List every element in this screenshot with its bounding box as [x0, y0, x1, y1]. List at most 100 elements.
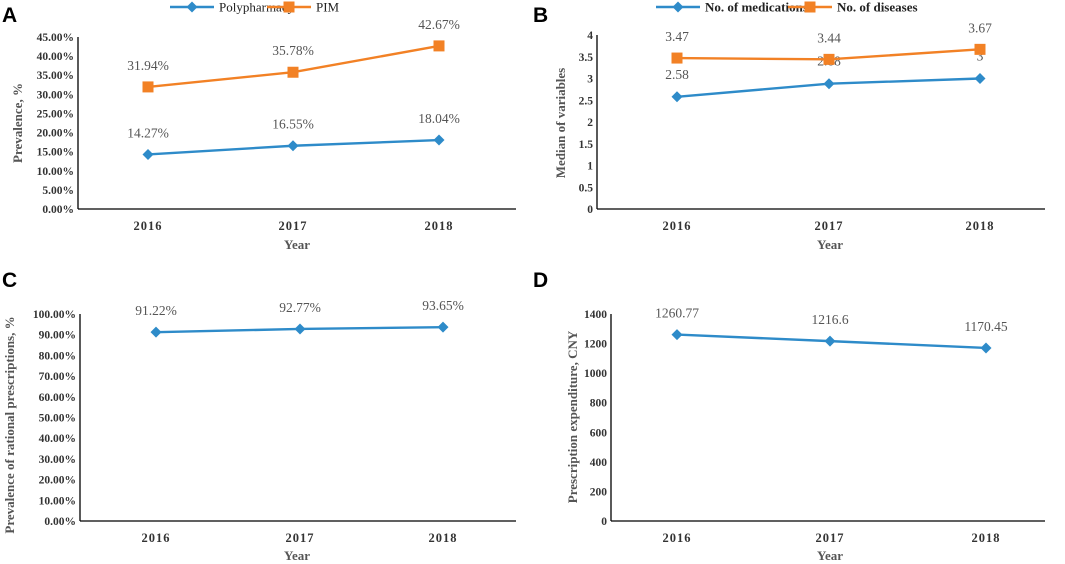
panel-b-legend: No. of medications No. of diseases — [656, 0, 918, 15]
data-label: 93.65% — [422, 298, 464, 313]
y-tick-label: 1 — [587, 161, 593, 173]
data-label: 1260.77 — [655, 306, 699, 321]
legend-label: PIM — [316, 0, 340, 15]
y-tick-label: 0.5 — [579, 182, 594, 194]
panel-c-letter: C — [2, 269, 17, 292]
y-tick-label: 20.00% — [39, 475, 76, 487]
y-tick-label: 15.00% — [37, 147, 74, 159]
data-label: 92.77% — [279, 300, 321, 315]
x-tick-label: 2018 — [972, 531, 1001, 545]
y-tick-label: 30.00% — [39, 454, 76, 466]
y-tick-label: 80.00% — [39, 350, 76, 362]
x-tick-label: 2016 — [663, 219, 692, 233]
legend-marker — [804, 1, 816, 13]
y-tick-label: 10.00% — [37, 166, 74, 178]
y-tick-label: 5.00% — [42, 185, 74, 197]
y-tick-label: 0.00% — [44, 516, 76, 528]
panel-b: B No. of medications No. of diseases 0 0.5… — [533, 0, 1045, 252]
data-point — [823, 78, 835, 90]
data-point — [671, 329, 683, 341]
data-label: 18.04% — [418, 111, 460, 126]
data-label: 1216.6 — [811, 312, 848, 327]
y-tick-label: 600 — [590, 427, 608, 439]
data-label: 3.44 — [817, 30, 841, 45]
x-tick-label: 2018 — [429, 531, 458, 545]
panel-c-y-axis-title: Prevalence of rational prescriptions, % — [2, 316, 17, 533]
legend-label: No. of diseases — [837, 0, 918, 15]
data-point — [671, 91, 683, 103]
panel-a-letter: A — [2, 4, 17, 27]
y-tick-label: 4 — [587, 30, 593, 42]
x-tick-label: 2016 — [142, 531, 171, 545]
panel-d-letter: D — [533, 269, 548, 292]
y-tick-label: 2 — [587, 117, 593, 129]
y-tick-label: 100.00% — [33, 309, 76, 321]
data-point — [294, 323, 306, 335]
legend-marker — [283, 1, 295, 13]
x-tick-label: 2017 — [815, 219, 844, 233]
y-tick-label: 1000 — [584, 368, 607, 380]
data-label: 91.22% — [135, 303, 177, 318]
legend-marker — [672, 1, 684, 13]
y-tick-label: 400 — [590, 457, 608, 469]
y-tick-label: 40.00% — [39, 433, 76, 445]
data-label: 42.67% — [418, 17, 460, 32]
y-tick-label: 2.5 — [579, 95, 594, 107]
data-point — [142, 148, 154, 160]
data-point — [824, 335, 836, 347]
data-point — [823, 53, 835, 65]
panel-b-plot: 00.511.522.533.542016201720182.582.8833.… — [579, 20, 1045, 233]
y-tick-label: 0 — [587, 204, 593, 216]
y-tick-label: 0.00% — [42, 204, 74, 216]
legend-marker — [186, 1, 198, 13]
panel-a-legend: Polypharmacy PIM — [170, 0, 340, 15]
y-tick-label: 40.00% — [37, 51, 74, 63]
y-tick-label: 30.00% — [37, 89, 74, 101]
y-tick-label: 50.00% — [39, 413, 76, 425]
data-label: 2.58 — [665, 67, 689, 82]
y-tick-label: 70.00% — [39, 371, 76, 383]
data-label: 3.67 — [968, 20, 992, 35]
y-tick-label: 3 — [587, 74, 593, 86]
x-tick-label: 2017 — [279, 219, 308, 233]
y-tick-label: 45.00% — [37, 32, 74, 44]
y-tick-label: 10.00% — [39, 495, 76, 507]
panel-b-x-axis-title: Year — [817, 237, 843, 252]
x-tick-label: 2018 — [966, 219, 995, 233]
panel-d-x-axis-title: Year — [817, 548, 843, 563]
panel-b-y-axis-title: Median of variables — [553, 68, 568, 179]
x-tick-label: 2017 — [286, 531, 315, 545]
data-point — [980, 342, 992, 354]
data-label: 16.55% — [272, 117, 314, 132]
panel-a: A Polypharmacy PIM 0.00% 5.00% 10.00% 15.00%… — [2, 0, 516, 252]
data-point — [974, 73, 986, 84]
y-tick-label: 90.00% — [39, 330, 76, 342]
data-point — [437, 321, 449, 333]
data-point — [433, 134, 445, 146]
panel-c-plot: 0.00% 10.00% 20.00% 30.00% 40.00% 50.00% 60.00… — [33, 298, 516, 545]
data-point — [974, 43, 986, 55]
data-label: 14.27% — [127, 125, 169, 140]
y-tick-label: 3.5 — [579, 52, 594, 64]
y-tick-label: 0 — [601, 516, 607, 528]
panel-d: D 0 200 400 600 800 1000 1200 1400 2016 2017 2018 1… — [533, 269, 1045, 563]
x-tick-label: 2018 — [425, 219, 454, 233]
y-tick-label: 1.5 — [579, 139, 594, 151]
x-tick-label: 2017 — [816, 531, 845, 545]
data-point — [150, 326, 162, 338]
y-tick-label: 25.00% — [37, 108, 74, 120]
data-label: 35.78% — [272, 43, 314, 58]
x-tick-label: 2016 — [663, 531, 692, 545]
panel-a-y-axis-title: Prevalence, % — [10, 83, 25, 163]
panel-c: C 0.00% 10.00% 20.00% 30.00% 40.00% 50.00% 60.… — [2, 269, 516, 563]
data-label: 3.47 — [665, 29, 689, 44]
y-tick-label: 1200 — [584, 339, 607, 351]
y-tick-label: 800 — [590, 398, 608, 410]
panel-b-letter: B — [533, 4, 548, 27]
y-tick-label: 60.00% — [39, 392, 76, 404]
x-tick-label: 2016 — [134, 219, 163, 233]
legend-label: No. of medications — [705, 0, 808, 15]
data-label: 31.94% — [127, 58, 169, 73]
y-tick-label: 35.00% — [37, 70, 74, 82]
y-tick-label: 200 — [590, 486, 608, 498]
